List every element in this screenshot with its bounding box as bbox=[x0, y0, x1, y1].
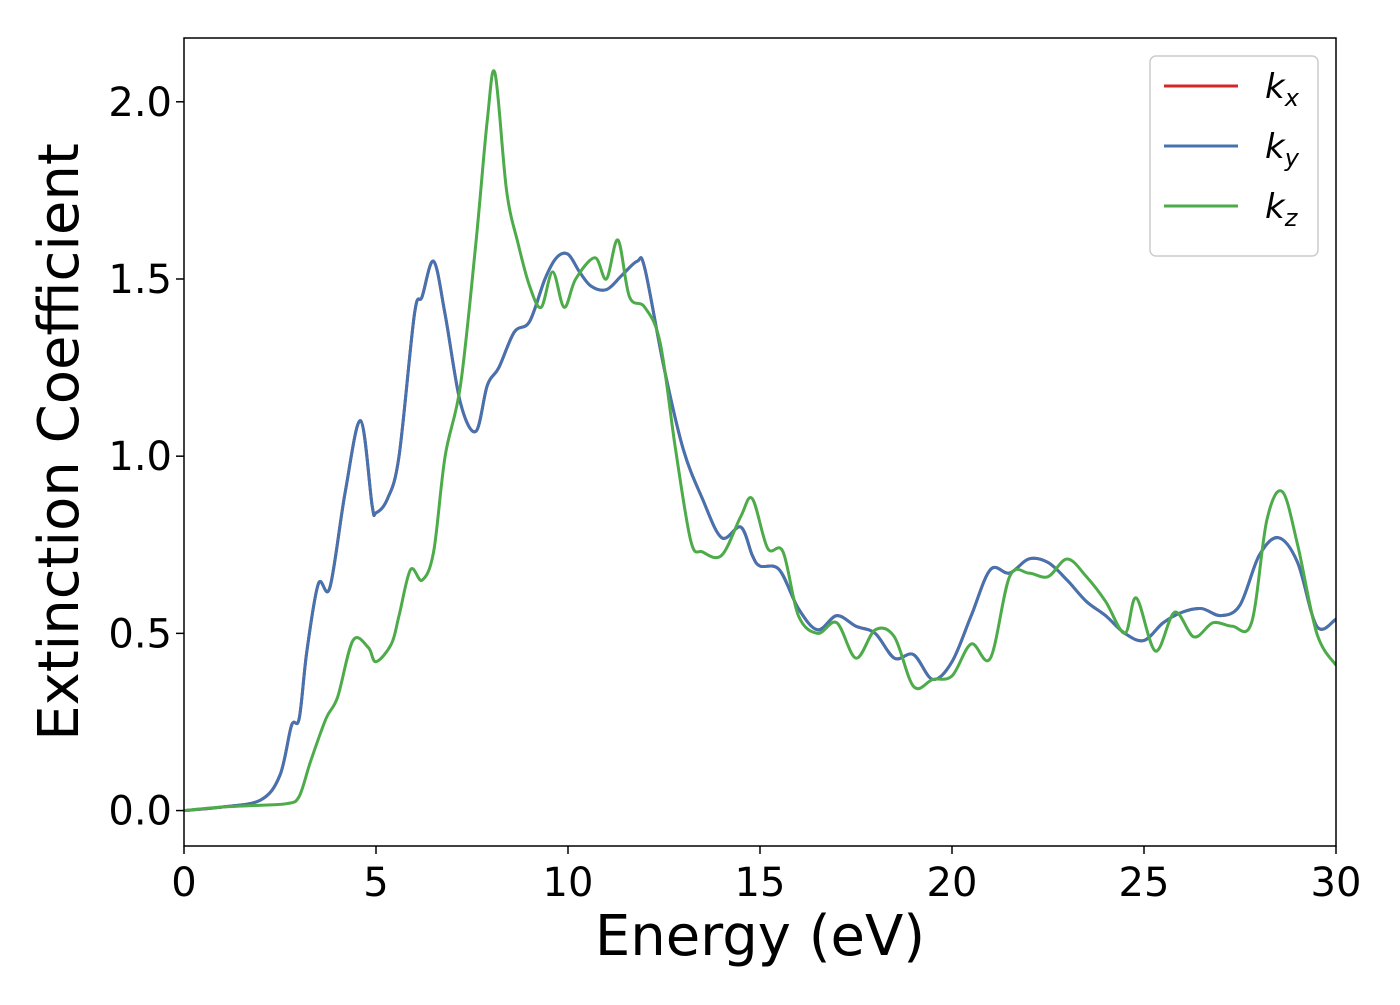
y-tick-label: 1.5 bbox=[108, 257, 172, 303]
series-layer bbox=[184, 69, 1336, 813]
y-tick-label: 0.0 bbox=[108, 789, 172, 835]
x-tick-label: 20 bbox=[927, 860, 978, 906]
y-axis-title: Extinction Coefficient bbox=[27, 143, 92, 741]
x-tick-label: 5 bbox=[363, 860, 388, 906]
x-tick-label: 10 bbox=[543, 860, 594, 906]
x-tick-label: 15 bbox=[735, 860, 786, 906]
x-tick-label: 25 bbox=[1119, 860, 1170, 906]
x-tick-label: 30 bbox=[1311, 860, 1362, 906]
series-line-k-x bbox=[184, 251, 1336, 813]
legend-label-k-x: kx bbox=[1265, 67, 1300, 112]
x-axis-title: Energy (eV) bbox=[595, 904, 925, 969]
series-line-k-y bbox=[184, 251, 1336, 813]
legend-label-k-y: ky bbox=[1265, 127, 1300, 172]
series-line-k-z bbox=[184, 69, 1336, 813]
y-axis-ticks: 0.0 0.5 1.0 1.5 2.0 bbox=[108, 80, 184, 835]
legend-label-k-z: kz bbox=[1265, 187, 1299, 232]
x-axis-ticks: 0 5 10 15 20 25 30 bbox=[171, 846, 1361, 906]
y-tick-label: 2.0 bbox=[108, 80, 172, 126]
legend: kx ky kz bbox=[1149, 55, 1319, 257]
y-tick-label: 1.0 bbox=[108, 434, 172, 480]
x-tick-label: 0 bbox=[171, 860, 196, 906]
y-tick-label: 0.5 bbox=[108, 611, 172, 657]
